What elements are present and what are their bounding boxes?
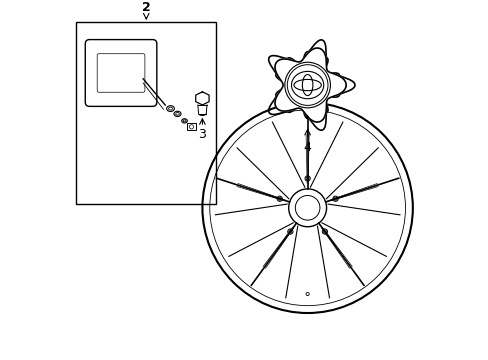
Text: 1: 1 xyxy=(293,77,301,90)
Text: 3: 3 xyxy=(198,128,205,141)
Text: 2: 2 xyxy=(142,1,150,14)
Bar xyxy=(76,22,216,204)
Text: 4: 4 xyxy=(303,141,311,154)
Bar xyxy=(187,123,195,130)
Polygon shape xyxy=(274,48,346,122)
